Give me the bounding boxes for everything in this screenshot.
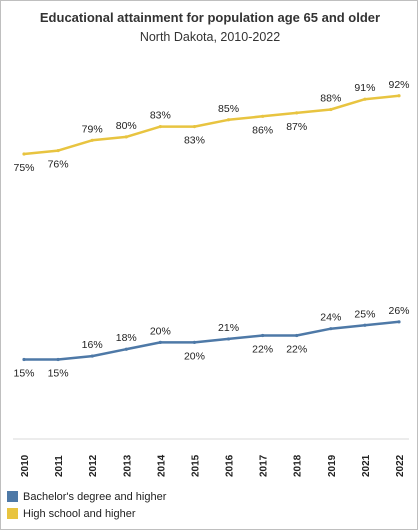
legend-item-bachelors: Bachelor's degree and higher	[7, 489, 166, 504]
data-point-bachelors-2013	[124, 347, 128, 351]
x-tick-label-2016: 2016	[225, 454, 236, 477]
data-point-high-school-2021	[363, 97, 367, 101]
data-point-high-school-2022	[397, 94, 401, 98]
data-label-high-school-2019: 88%	[320, 92, 341, 104]
data-point-bachelors-2012	[90, 354, 94, 358]
data-label-bachelors-2013: 18%	[116, 332, 137, 344]
legend-label-high-school: High school and higher	[23, 507, 136, 520]
data-label-bachelors-2012: 16%	[82, 339, 103, 351]
data-label-bachelors-2022: 26%	[388, 305, 409, 317]
data-point-high-school-2016	[226, 118, 231, 122]
data-point-bachelors-2010	[22, 357, 26, 362]
data-label-high-school-2013: 80%	[116, 120, 137, 132]
legend: Bachelor's degree and higher High school…	[7, 489, 166, 523]
data-label-high-school-2012: 79%	[82, 123, 103, 135]
data-point-bachelors-2021	[363, 323, 367, 327]
data-label-high-school-2021: 91%	[354, 82, 375, 94]
data-point-bachelors-2017	[261, 333, 265, 338]
x-tick-label-2021: 2021	[361, 454, 372, 477]
x-tick-label-2014: 2014	[156, 454, 167, 477]
data-label-high-school-2010: 75%	[13, 162, 34, 174]
data-point-high-school-2013	[124, 135, 128, 139]
data-point-bachelors-2019	[329, 327, 333, 331]
x-tick-label-2018: 2018	[293, 454, 304, 477]
data-label-bachelors-2011: 15%	[48, 368, 69, 380]
x-tick-label-2013: 2013	[122, 454, 133, 477]
data-point-high-school-2014	[158, 125, 162, 129]
legend-label-bachelors: Bachelor's degree and higher	[23, 490, 167, 503]
data-label-bachelors-2010: 15%	[13, 368, 34, 380]
data-point-bachelors-2018	[295, 333, 299, 338]
data-point-high-school-2015	[192, 125, 197, 129]
data-point-high-school-2019	[329, 107, 333, 112]
data-point-high-school-2012	[90, 138, 94, 142]
x-tick-label-2019: 2019	[327, 454, 338, 477]
data-label-high-school-2014: 83%	[150, 110, 171, 122]
data-point-bachelors-2011	[56, 357, 60, 362]
data-label-high-school-2018: 87%	[286, 121, 307, 133]
legend-item-high-school: High school and higher	[7, 506, 166, 521]
data-label-bachelors-2021: 25%	[354, 308, 375, 320]
data-label-high-school-2016: 85%	[218, 103, 239, 115]
data-point-high-school-2018	[295, 111, 299, 115]
data-label-high-school-2017: 86%	[252, 124, 273, 136]
legend-swatch-high-school	[7, 508, 18, 519]
data-point-bachelors-2022	[397, 320, 401, 324]
x-tick-label-2015: 2015	[190, 454, 201, 477]
series-line-high-school	[23, 94, 400, 156]
data-label-bachelors-2017: 22%	[252, 344, 273, 356]
data-point-bachelors-2014	[158, 340, 162, 344]
data-label-high-school-2022: 92%	[388, 79, 409, 91]
x-tick-label-2012: 2012	[88, 454, 99, 477]
x-tick-label-2011: 2011	[54, 455, 65, 477]
legend-swatch-bachelors	[7, 491, 18, 502]
data-point-high-school-2017	[261, 114, 265, 118]
data-label-bachelors-2019: 24%	[320, 312, 341, 324]
data-point-bachelors-2015	[192, 340, 197, 344]
chart-subtitle: North Dakota, 2010-2022	[139, 30, 281, 44]
series-line-bachelors	[24, 320, 400, 361]
data-label-bachelors-2015: 20%	[184, 350, 205, 362]
x-tick-label-2022: 2022	[395, 454, 406, 477]
data-label-bachelors-2014: 20%	[150, 325, 171, 337]
data-label-high-school-2011: 76%	[48, 159, 69, 171]
data-point-high-school-2011	[56, 148, 60, 153]
data-point-bachelors-2016	[226, 337, 231, 341]
chart-title: Educational attainment for population ag…	[39, 10, 381, 25]
data-label-bachelors-2018: 22%	[286, 344, 307, 356]
data-label-bachelors-2016: 21%	[218, 322, 239, 334]
data-point-high-school-2010	[22, 152, 26, 156]
data-label-high-school-2015: 83%	[184, 135, 205, 147]
x-tick-label-2017: 2017	[259, 454, 270, 477]
x-tick-label-2010: 2010	[20, 454, 31, 477]
